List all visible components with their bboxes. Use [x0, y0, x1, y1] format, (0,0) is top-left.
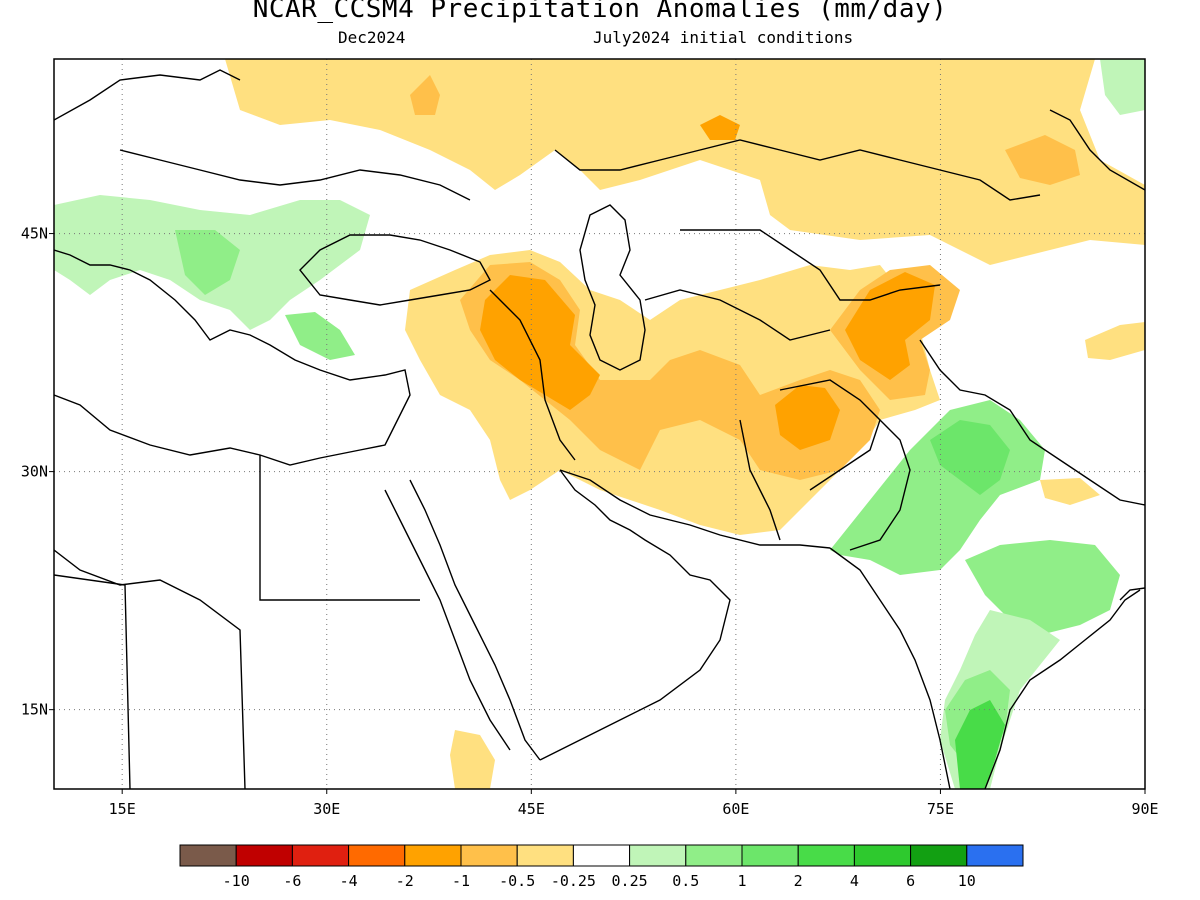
colorbar-label: 0.5	[672, 872, 699, 890]
coastline-india-west	[829, 547, 951, 789]
colorbar-label: -2	[396, 872, 414, 890]
coastlines-and-borders	[54, 69, 1145, 789]
coastline-red-sea-west	[384, 489, 511, 751]
lat-tick-label: 15N	[21, 701, 48, 719]
coastline-persian-gulf-north	[559, 469, 831, 549]
colorbar-swatch	[629, 844, 687, 867]
colorbar-swatch	[741, 844, 799, 867]
region-eastern-europe-russia	[225, 59, 1145, 265]
region-aegean-anatolia	[285, 312, 355, 360]
colorbar-label: -4	[340, 872, 358, 890]
colorbar: -10 -6 -4 -2 -1 -0.5 -0.25 0.25 0.5 1 2 4 6 10	[179, 844, 1024, 890]
coastline-bay-of-bengal	[1119, 587, 1145, 601]
colorbar-swatch	[235, 844, 293, 867]
colorbar-label: 6	[906, 872, 915, 890]
border-pakistan-india	[849, 419, 911, 551]
colorbar-label: -10	[223, 872, 250, 890]
lon-tick-label: 90E	[1131, 800, 1158, 818]
border-russia-mongolia	[1049, 109, 1145, 191]
anomaly-fill-layer	[54, 59, 1145, 789]
coastline-arabian-peninsula	[539, 469, 731, 761]
initial-conditions-label: July2024 initial conditions	[593, 28, 854, 47]
region-baikal-patch	[700, 115, 740, 140]
colorbar-swatch	[348, 844, 406, 867]
forecast-month: Dec2024	[338, 28, 406, 47]
region-ethiopia-highlands	[450, 730, 495, 789]
lat-tick-label: 45N	[21, 225, 48, 243]
border-iran-afghanistan	[739, 419, 781, 541]
border-russia-kazakhstan	[554, 139, 1041, 201]
region-tajikistan-kyrgyzstan	[845, 272, 935, 380]
region-northeast-green	[1100, 59, 1145, 115]
colorbar-swatch	[853, 844, 912, 867]
coastline-africa-west	[54, 549, 246, 789]
colorbar-swatch	[572, 844, 631, 867]
colorbar-label: 10	[958, 872, 976, 890]
colorbar-swatch	[685, 844, 743, 867]
plot-frame	[53, 58, 1146, 790]
colorbar-swatch	[291, 844, 350, 867]
region-balkan-interior	[175, 230, 240, 295]
coastline-mediterranean-north	[54, 249, 411, 466]
region-punjab-kashmir	[930, 420, 1010, 495]
border-europe-east	[119, 149, 471, 201]
region-afghanistan-south	[775, 385, 840, 450]
colorbar-swatch	[910, 844, 968, 867]
colorbar-swatch	[797, 844, 855, 867]
colorbar-swatch	[516, 844, 574, 867]
region-central-east-india	[965, 540, 1120, 635]
colorbar-label: -1	[452, 872, 470, 890]
colorbar-swatch	[179, 844, 237, 867]
colorbar-swatch	[460, 844, 518, 867]
region-central-russia-patch	[410, 75, 440, 115]
colorbar-label: -6	[283, 872, 301, 890]
lon-tick-label: 75E	[927, 800, 954, 818]
lon-tick-label: 15E	[109, 800, 136, 818]
lon-tick-label: 60E	[722, 800, 749, 818]
border-central-asia	[644, 289, 831, 341]
region-tamil-nadu	[955, 700, 1005, 789]
coastline-caspian	[579, 204, 646, 371]
region-zagros-iraq	[480, 275, 600, 410]
coastline-india-east	[984, 589, 1141, 789]
colorbar-label: 4	[850, 872, 859, 890]
border-india-china	[919, 339, 1145, 506]
border-iran-iraq	[489, 289, 576, 461]
coastline-black-sea	[299, 234, 491, 306]
colorbar-label: -0.5	[499, 872, 535, 890]
colorbar-swatch	[404, 844, 462, 867]
lon-tick-label: 30E	[313, 800, 340, 818]
colorbar-swatch	[966, 844, 1024, 867]
region-north-siberia-patch	[1005, 135, 1080, 185]
lon-tick-label: 45E	[518, 800, 545, 818]
axis-ticks: 15E 30E 45E 60E 75E 90E 15N 30N 45N	[21, 225, 1159, 818]
colorbar-label: 0.25	[612, 872, 648, 890]
coastline-europe-north	[54, 69, 241, 121]
border-libya	[54, 574, 131, 789]
coastline-red-sea-east	[409, 479, 541, 761]
colorbar-label: -0.25	[551, 872, 596, 890]
grid-lines	[54, 59, 1145, 789]
region-nepal-sliver	[1040, 478, 1100, 505]
map-title: NCAR_CCSM4 Precipitation Anomalies (mm/d…	[252, 0, 948, 24]
lat-tick-label: 30N	[21, 463, 48, 481]
colorbar-label: 1	[737, 872, 746, 890]
border-kazakhstan	[680, 229, 941, 301]
border-egypt-sudan	[259, 455, 420, 601]
colorbar-label: 2	[794, 872, 803, 890]
region-far-east-strip	[1085, 322, 1145, 360]
